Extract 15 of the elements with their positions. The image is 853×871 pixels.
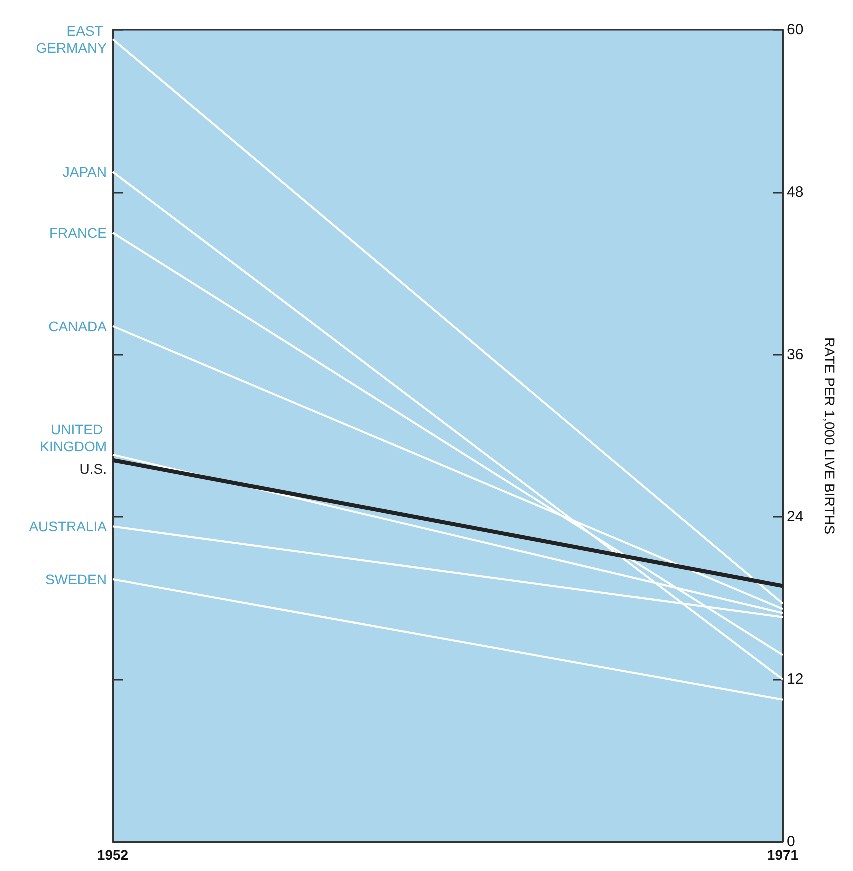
y-tick-label: 48	[787, 184, 804, 201]
y-tick-label: 24	[787, 508, 804, 526]
series-label: CANADA	[48, 318, 108, 334]
series-label: U.S.	[80, 460, 107, 477]
x-tick-label: 1952	[97, 847, 129, 863]
y-tick-label: 12	[787, 671, 804, 688]
y-tick-label: 36	[787, 346, 804, 364]
series-label: FRANCE	[49, 225, 107, 241]
series-label: EAST GERMANY	[36, 22, 108, 56]
series-label: UNITED KINGDOM	[40, 421, 107, 454]
y-axis-title: RATE PER 1,000 LIVE BIRTHS	[822, 337, 838, 535]
y-tick-label: 60	[787, 22, 804, 38]
series-label: SWEDEN	[46, 571, 107, 588]
series-label: JAPAN	[62, 164, 107, 180]
series-label: AUSTRALIA	[29, 518, 108, 535]
